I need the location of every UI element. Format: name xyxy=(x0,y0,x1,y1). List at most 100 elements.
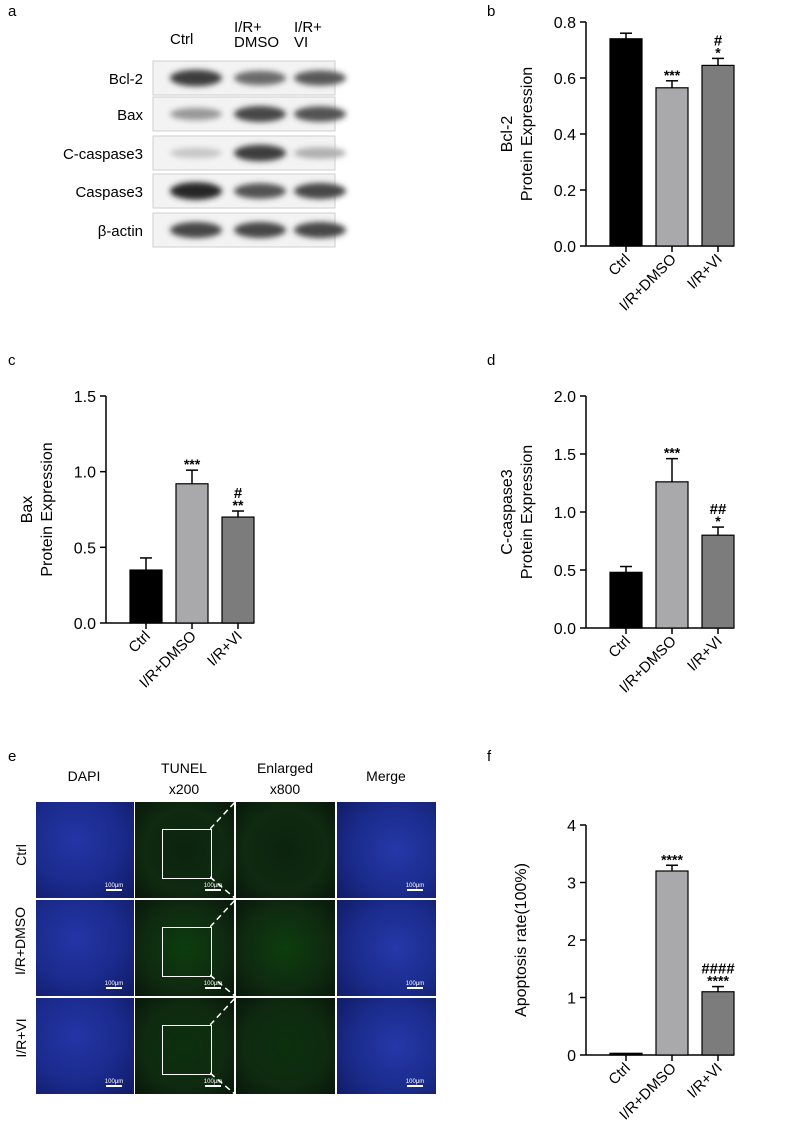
scale-bar: 100μm xyxy=(198,883,228,892)
scale-bar-label: 100μm xyxy=(203,883,223,889)
x-tick-label: Ctrl xyxy=(605,1060,634,1089)
blot-row-label: Bcl-2 xyxy=(109,71,143,88)
blot-row-label: β-actin xyxy=(98,223,143,240)
significance-label: *** xyxy=(664,445,681,461)
y-axis-label: C-caspase3 xyxy=(499,469,516,554)
micrograph-enlarged xyxy=(235,997,336,1095)
significance-label: *** xyxy=(184,456,201,472)
significance-label: **** xyxy=(661,851,683,867)
x-tick-label: Ctrl xyxy=(125,628,154,657)
chart-d: 0.0 0.5 1.0 1.5 2.0 C-caspase3 Protein Express… xyxy=(490,350,800,725)
scale-bar-label: 100μm xyxy=(405,1079,425,1085)
micrograph-merge: 100μm xyxy=(336,899,437,997)
blot-band xyxy=(234,106,286,122)
y-axis-label: Bax xyxy=(19,496,36,524)
chart-b: 0.0 0.2 0.4 0.6 0.8 Bcl-2 Protein Expression Ct… xyxy=(490,0,800,350)
blot-band xyxy=(170,222,222,238)
blot-band xyxy=(170,147,222,159)
scale-bar: 100μm xyxy=(198,1079,228,1088)
y-tick-label: 1.5 xyxy=(74,389,96,406)
y-axis-label: Protein Expression xyxy=(39,442,56,576)
y-tick-label: 0.5 xyxy=(554,563,576,580)
blot-row-label: Caspase3 xyxy=(75,184,143,201)
significance-label: # xyxy=(714,32,723,49)
bar xyxy=(655,87,689,247)
blot-band xyxy=(234,144,286,162)
scale-bar: 100μm xyxy=(198,981,228,990)
y-tick-label: 0.5 xyxy=(74,540,96,557)
header-tunel: TUNEL x200 xyxy=(161,760,207,797)
y-tick-label: 0 xyxy=(567,1048,576,1065)
header-dapi: DAPI xyxy=(67,768,101,784)
bar xyxy=(175,483,209,624)
significance-label: ## xyxy=(710,501,727,518)
y-tick-label: 2.0 xyxy=(554,389,576,406)
panel-letter-b: b xyxy=(487,3,496,20)
y-tick-label: 1 xyxy=(567,991,576,1008)
y-tick-label: 1.5 xyxy=(554,447,576,464)
y-tick-label: 0.0 xyxy=(554,621,576,638)
y-axis-label: Protein Expression xyxy=(519,445,536,579)
y-tick-label: 0.2 xyxy=(554,183,576,200)
zoom-connector xyxy=(210,899,237,997)
blot-band xyxy=(170,182,222,200)
y-tick-label: 1.0 xyxy=(74,465,96,482)
micrograph-tunel: 100μm xyxy=(134,997,235,1095)
scale-bar: 100μm xyxy=(400,1079,430,1088)
x-tick-label: I/R+VI xyxy=(684,251,726,293)
micrograph-merge: 100μm xyxy=(336,801,437,899)
panel-letter-a: a xyxy=(8,3,17,20)
header-enlarged: Enlarged x800 xyxy=(256,760,314,797)
blot-band xyxy=(294,106,346,122)
scale-bar-label: 100μm xyxy=(405,981,425,987)
panel-letter-e: e xyxy=(8,748,17,765)
blot-band xyxy=(234,222,286,238)
blot-column-label: I/R+ DMSO xyxy=(234,19,279,51)
western-blot-panel: Ctrl I/R+ DMSO I/R+ VI Bcl-2 Bax C-caspase3 Casp… xyxy=(63,19,346,248)
panel-letter-f: f xyxy=(487,748,492,765)
y-axis-label: Bcl-2 xyxy=(499,116,516,153)
bar xyxy=(609,1052,643,1056)
y-tick-label: 0.8 xyxy=(554,15,576,32)
x-tick-label: Ctrl xyxy=(605,633,634,662)
blot-band xyxy=(294,222,346,238)
blot-band xyxy=(294,70,346,86)
bar xyxy=(221,516,255,624)
zoom-connector xyxy=(210,997,237,1095)
bar xyxy=(609,38,643,247)
y-tick-label: 0.4 xyxy=(554,127,576,144)
scale-bar-label: 100μm xyxy=(203,981,223,987)
micrograph-dapi: 100μm xyxy=(35,899,136,997)
significance-label: #### xyxy=(701,961,735,978)
scale-bar-label: 100μm xyxy=(405,883,425,889)
scale-bar: 100μm xyxy=(99,1079,129,1088)
significance-label: **** xyxy=(707,973,729,989)
micrograph-tunel: 100μm xyxy=(134,899,235,997)
scale-bar-label: 100μm xyxy=(104,981,124,987)
significance-label: * xyxy=(715,44,721,60)
x-tick-label: Ctrl xyxy=(605,251,634,280)
x-tick-label: I/R+VI xyxy=(204,628,246,670)
scale-bar: 100μm xyxy=(99,883,129,892)
header-merge: Merge xyxy=(366,768,406,784)
significance-label: *** xyxy=(664,67,681,83)
y-tick-label: 2 xyxy=(567,933,576,950)
zoom-connector xyxy=(210,801,237,899)
bar xyxy=(701,64,735,247)
y-tick-label: 0.0 xyxy=(554,239,576,256)
row-label-ir-vi: I/R+VI xyxy=(13,1018,29,1058)
blot-row-label: Bax xyxy=(117,107,143,124)
zoom-region-box xyxy=(162,927,212,977)
micrograph-enlarged xyxy=(235,899,336,997)
y-tick-label: 1.0 xyxy=(554,505,576,522)
micrograph-dapi: 100μm xyxy=(35,801,136,899)
micrograph-merge: 100μm xyxy=(336,997,437,1095)
blot-band xyxy=(294,147,346,159)
y-tick-label: 0.6 xyxy=(554,71,576,88)
y-axis-label: Apoptosis rate(100%) xyxy=(513,863,530,1017)
scale-bar: 100μm xyxy=(400,883,430,892)
blot-band xyxy=(294,183,346,199)
bar xyxy=(701,534,735,629)
y-tick-label: 3 xyxy=(567,876,576,893)
blot-column-label: Ctrl xyxy=(170,31,193,48)
